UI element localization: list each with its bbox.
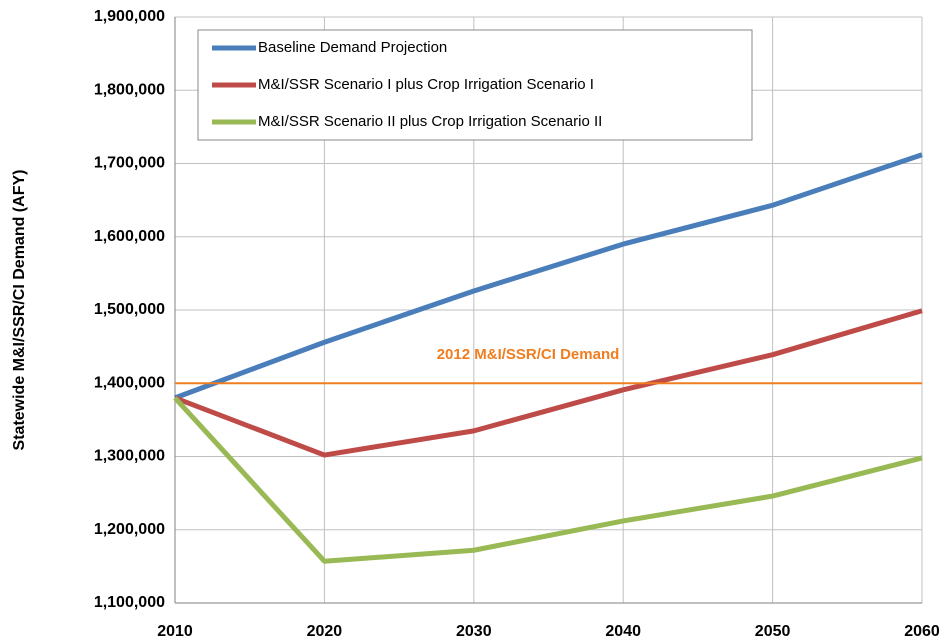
x-tick-label: 2010 — [157, 623, 193, 640]
y-tick-label: 1,400,000 — [94, 374, 165, 391]
y-tick-label: 1,900,000 — [94, 8, 165, 25]
x-tick-label: 2020 — [307, 623, 343, 640]
series-line — [173, 396, 923, 564]
reference-label: 2012 M&I/SSR/CI Demand — [437, 346, 620, 363]
y-tick-label: 1,700,000 — [94, 155, 165, 172]
y-axis-label: Statewide M&I/SSR/CI Demand (AFY) — [11, 170, 28, 451]
x-tick-label: 2040 — [605, 623, 641, 640]
x-tick-label: 2030 — [456, 623, 492, 640]
y-tick-label: 1,600,000 — [94, 228, 165, 245]
legend-label: M&I/SSR Scenario II plus Crop Irrigation… — [258, 113, 602, 130]
legend-label: Baseline Demand Projection — [258, 39, 447, 56]
legend-box — [197, 29, 753, 141]
legend-label: M&I/SSR Scenario I plus Crop Irrigation … — [258, 76, 594, 93]
y-tick-label: 1,200,000 — [94, 521, 165, 538]
x-tick-label: 2060 — [904, 623, 940, 640]
series-line — [174, 152, 923, 401]
y-tick-label: 1,100,000 — [94, 594, 165, 611]
x-tick-label: 2050 — [755, 623, 791, 640]
series-line — [174, 308, 923, 458]
y-tick-label: 1,500,000 — [94, 301, 165, 318]
y-tick-label: 1,300,000 — [94, 448, 165, 465]
y-tick-label: 1,800,000 — [94, 81, 165, 98]
